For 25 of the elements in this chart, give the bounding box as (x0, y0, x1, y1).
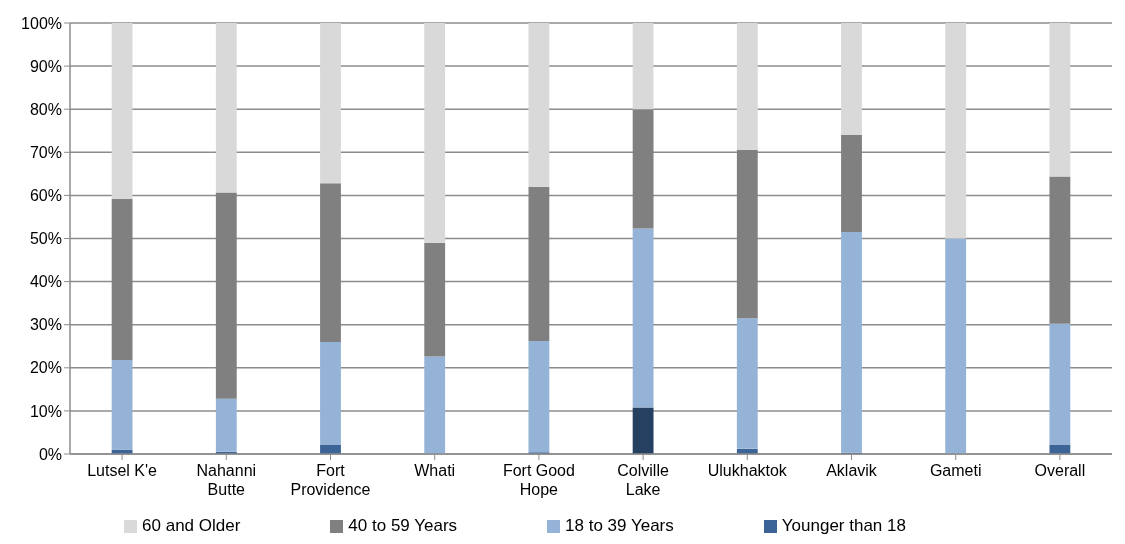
x-tick-label: Overall (1034, 462, 1086, 479)
y-tick-label: 70% (29, 143, 62, 161)
x-tick-label: Fort Good Hope (502, 462, 575, 498)
legend-label: Younger than 18 (780, 516, 906, 536)
y-tick-label: 10% (29, 402, 62, 420)
y-tick-label: 0% (38, 445, 62, 463)
x-tick-label: Gameti (929, 462, 982, 479)
y-tick-label: 100% (21, 14, 62, 32)
x-tick-label: Whati (414, 462, 456, 479)
y-tick-label: 20% (29, 359, 62, 377)
y-tick-label: 90% (29, 57, 62, 75)
legend-label: 40 to 59 Years (347, 516, 458, 536)
x-tick-label: Lutsel K'e (87, 462, 158, 479)
x-tick-label: Fort Providence (290, 462, 371, 498)
y-tick-label: 40% (29, 273, 62, 291)
legend-label: 18 to 39 Years (564, 516, 674, 536)
y-tick-label: 80% (29, 100, 62, 118)
y-tick-label: 60% (29, 187, 62, 205)
x-tick-label: Colville Lake (617, 462, 669, 498)
x-tick-label: Nahanni Butte (196, 462, 257, 498)
legend-label: 60 and Older (141, 516, 241, 536)
y-tick-label: 50% (29, 230, 62, 248)
x-tick-label: Ulukhaktok (707, 462, 788, 479)
x-tick-label: Aklavik (826, 462, 878, 479)
y-tick-label: 30% (29, 316, 62, 334)
